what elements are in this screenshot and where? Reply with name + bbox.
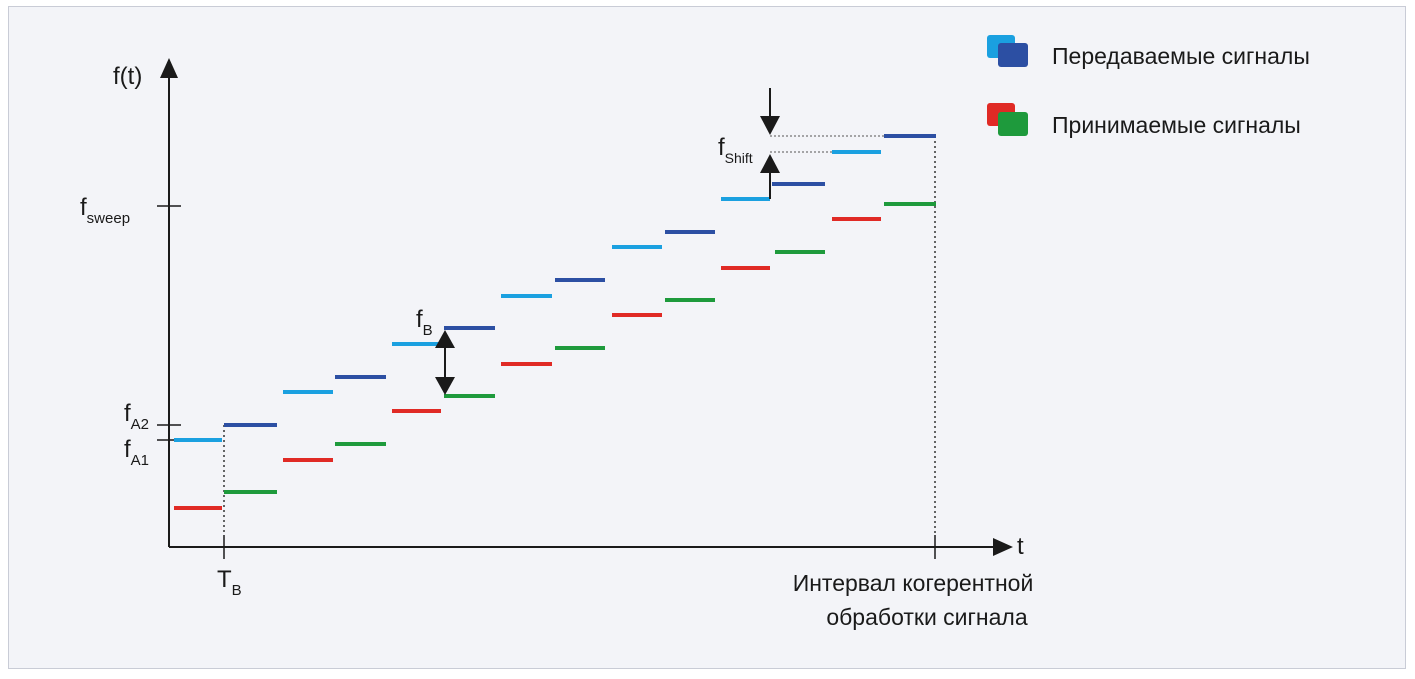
f-sweep-label: fsweep — [80, 194, 130, 227]
diagram-frame — [8, 6, 1406, 669]
transmitted-steps — [174, 134, 936, 442]
f-b-double-arrow-icon — [435, 330, 455, 395]
x-axis-arrow-icon — [993, 538, 1013, 556]
interval-label-line2: обработки сигнала — [826, 604, 1027, 630]
f-b-label: fB — [416, 306, 433, 339]
interval-label-line1: Интервал когерентной — [793, 570, 1034, 596]
y-axis-arrow-icon — [160, 58, 178, 78]
t-b-label: TB — [217, 566, 242, 599]
f-shift-arrows-icon — [760, 88, 780, 199]
f-shift-label: fShift — [718, 134, 753, 166]
y-axis-label: f(t) — [113, 63, 142, 90]
f-a1-label: fA1 — [124, 436, 149, 469]
legend-transmitted-swatch-icon — [987, 35, 1028, 67]
legend-received-label: Принимаемые сигналы — [1052, 112, 1301, 138]
legend-transmitted-label: Передаваемые сигналы — [1052, 43, 1310, 69]
received-steps — [174, 202, 936, 510]
legend: Передаваемые сигналы Принимаемые сигналы — [987, 35, 1310, 138]
x-axis-label: t — [1017, 533, 1024, 560]
legend-received-swatch-icon — [987, 103, 1028, 136]
f-a2-label: fA2 — [124, 400, 149, 433]
